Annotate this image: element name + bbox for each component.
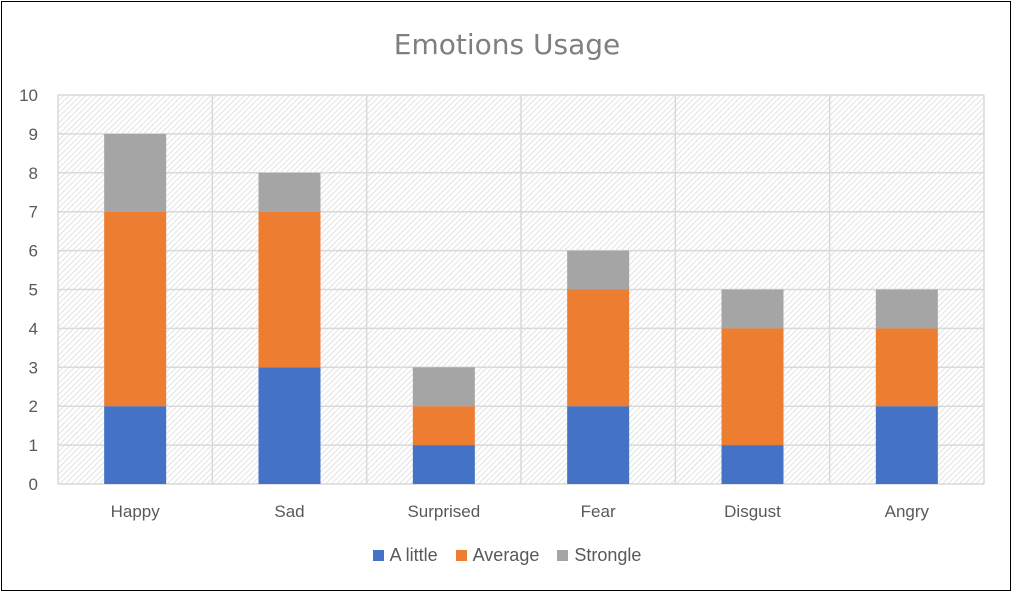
bar-sad-strongle xyxy=(258,172,321,212)
legend-label: Strongle xyxy=(574,545,642,565)
y-tick-label: 7 xyxy=(29,203,38,222)
x-tick-label-angry: Angry xyxy=(885,502,930,521)
x-axis-labels: Happy Sad Surprised Fear Disgust Angry xyxy=(111,502,930,521)
y-tick-label: 8 xyxy=(29,164,38,183)
bar-sad-average xyxy=(258,211,321,368)
y-tick-label: 10 xyxy=(19,86,38,105)
bar-surprised-a-little xyxy=(412,445,475,484)
y-tick-label: 3 xyxy=(29,358,38,377)
y-tick-label: 4 xyxy=(29,319,38,338)
bar-surprised-strongle xyxy=(412,367,475,407)
legend-label: Average xyxy=(472,545,540,565)
bar-angry-a-little xyxy=(875,406,938,484)
bar-happy-strongle xyxy=(104,133,167,212)
bars xyxy=(104,133,938,484)
x-tick-label-fear: Fear xyxy=(581,502,616,521)
x-tick-label-disgust: Disgust xyxy=(724,502,781,521)
bar-angry-strongle xyxy=(875,289,938,329)
y-tick-label: 5 xyxy=(29,281,38,300)
bar-fear-a-little xyxy=(567,406,630,484)
x-tick-label-sad: Sad xyxy=(274,502,304,521)
y-tick-label: 6 xyxy=(29,242,38,261)
bar-happy-average xyxy=(104,211,167,407)
legend-item-a-little: A little xyxy=(372,545,438,566)
legend: A little Average Strongle xyxy=(0,545,1014,566)
legend-label: A little xyxy=(389,545,438,565)
legend-swatch xyxy=(372,550,384,561)
x-tick-label-surprised: Surprised xyxy=(407,502,480,521)
legend-swatch xyxy=(455,550,467,561)
bar-disgust-a-little xyxy=(721,445,784,484)
legend-swatch xyxy=(557,550,569,561)
x-tick-label-happy: Happy xyxy=(111,502,161,521)
bar-fear-strongle xyxy=(567,250,630,290)
y-tick-label: 2 xyxy=(29,397,38,416)
bar-disgust-strongle xyxy=(721,289,784,329)
bar-happy-a-little xyxy=(104,406,167,484)
y-tick-label: 0 xyxy=(29,475,38,494)
y-axis-labels: 0 1 2 3 4 5 6 7 8 9 10 xyxy=(19,86,38,494)
y-tick-label: 9 xyxy=(29,125,38,144)
legend-item-average: Average xyxy=(455,545,540,566)
legend-item-strongle: Strongle xyxy=(557,545,641,566)
bar-sad-a-little xyxy=(258,367,321,484)
bar-surprised-average xyxy=(412,406,475,446)
y-tick-label: 1 xyxy=(29,436,38,455)
bar-fear-average xyxy=(567,289,630,407)
bar-angry-average xyxy=(875,328,938,407)
chart-title: Emotions Usage xyxy=(393,28,621,61)
gridlines xyxy=(57,94,985,485)
bar-disgust-average xyxy=(721,328,784,446)
